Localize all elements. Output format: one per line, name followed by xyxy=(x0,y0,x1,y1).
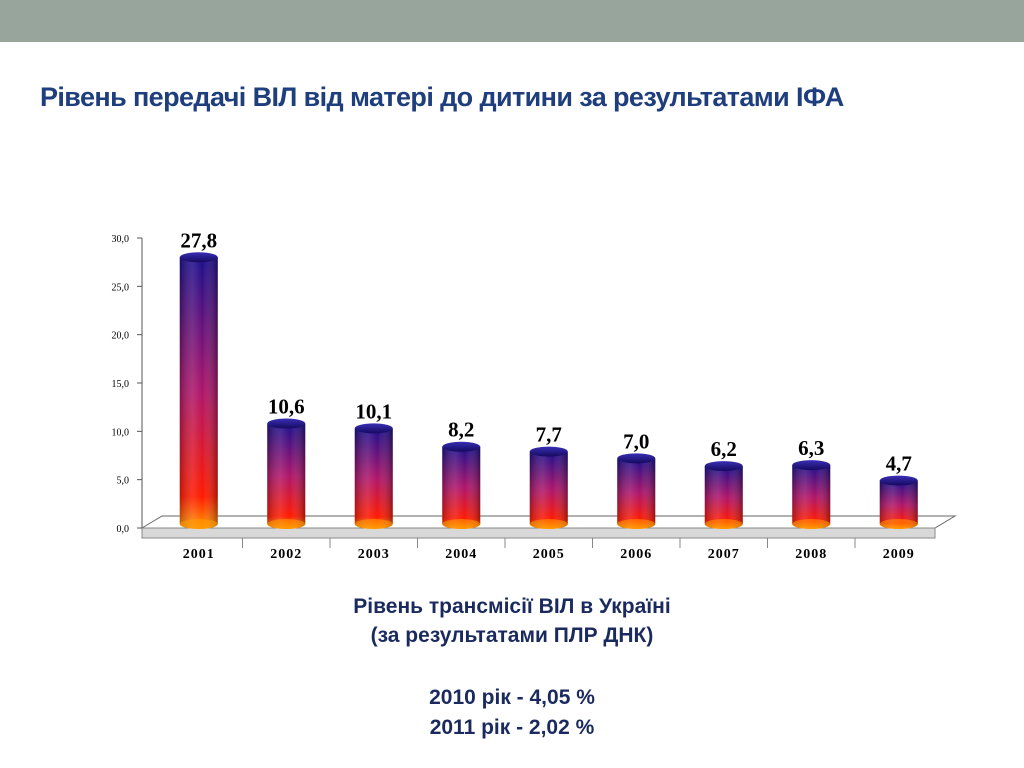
caption-line-1: Рівень трансмісії ВІЛ в Україні xyxy=(353,595,671,618)
y-tick-label: 10,0 xyxy=(112,427,130,438)
bar xyxy=(879,475,918,529)
x-tick-label: 2006 xyxy=(620,547,652,562)
bar xyxy=(792,460,831,529)
bar xyxy=(704,461,743,529)
x-tick-label: 2001 xyxy=(183,547,215,562)
x-tick-label: 2005 xyxy=(533,547,565,562)
chart: 0,05,010,015,020,025,030,0 2001 2002 2003 2… xyxy=(112,228,957,562)
data-label: 6,2 xyxy=(711,437,737,461)
x-tick-label: 2007 xyxy=(708,547,740,562)
data-label: 7,0 xyxy=(623,429,649,453)
data-label: 10,1 xyxy=(355,399,392,423)
x-tick-label: 2003 xyxy=(358,547,390,562)
top-band xyxy=(0,0,1024,42)
y-tick-label: 25,0 xyxy=(112,282,130,293)
y-tick-label: 15,0 xyxy=(112,379,130,390)
data-label: 8,2 xyxy=(448,418,474,442)
caption-line-2: (за результатами ПЛР ДНК) xyxy=(370,624,654,647)
chart-base xyxy=(141,527,936,539)
data-label: 10,6 xyxy=(268,395,305,419)
bar xyxy=(617,453,656,529)
bars xyxy=(179,252,918,529)
y-tick-label: 5,0 xyxy=(117,476,130,487)
y-tick-label: 20,0 xyxy=(112,331,130,342)
caption-line-4: 2011 рік - 2,02 % xyxy=(429,716,595,739)
bar xyxy=(442,441,481,529)
data-label: 27,8 xyxy=(180,228,217,252)
x-tick-label: 2009 xyxy=(883,547,915,562)
y-tick-label: 30,0 xyxy=(112,234,130,245)
x-tick-label: 2004 xyxy=(445,547,477,562)
bar xyxy=(529,446,568,529)
data-label: 4,7 xyxy=(886,452,912,476)
slide-title: Рівень передачі ВІЛ від матері до дитини… xyxy=(40,82,844,112)
caption-line-3: 2010 рік - 4,05 % xyxy=(429,686,595,709)
data-label: 7,7 xyxy=(536,423,562,447)
bar xyxy=(267,418,306,529)
bar xyxy=(354,423,393,529)
x-axis: 2001 2002 2003 2004 2005 2006 2007 2008 2009 xyxy=(183,538,915,562)
x-tick-label: 2002 xyxy=(270,547,302,562)
y-axis: 0,0 5,0 10,0 15,0 20,0 25,0 30,0 xyxy=(112,234,142,535)
y-tick-label: 0,0 xyxy=(117,524,130,535)
bar xyxy=(179,252,218,529)
data-label: 6,3 xyxy=(798,436,824,460)
x-tick-label: 2008 xyxy=(795,547,827,562)
data-labels: 27,8 10,6 10,1 8,2 7,7 7,0 6,2 6,3 4,7 xyxy=(180,228,912,475)
